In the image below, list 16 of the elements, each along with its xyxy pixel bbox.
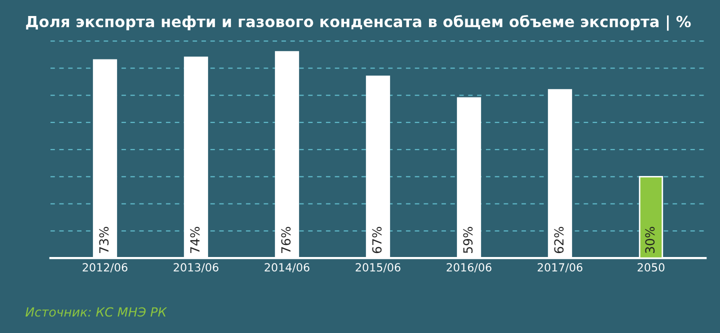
data-label: 76%: [281, 226, 291, 253]
x-tick-label: 2013/06: [174, 263, 218, 272]
x-tick-label: 2014/06: [264, 263, 310, 272]
x-tick-label: 2012/06: [82, 263, 128, 272]
x-tick-label: 2017/06: [538, 263, 582, 272]
data-label: 74%: [190, 226, 200, 253]
data-label: 62%: [554, 226, 564, 254]
data-label: 30%: [645, 226, 655, 254]
chart-title: Доля экспорта нефти и газового конденсата в общем объеме экспорта | %: [26, 14, 691, 31]
data-label: 67%: [372, 226, 382, 254]
x-tick-label: 2015/06: [356, 263, 400, 272]
data-label: 59%: [463, 226, 473, 254]
data-label: 73%: [99, 226, 109, 253]
x-tick-label: 2050: [638, 263, 664, 272]
x-tick-label: 2016/06: [446, 263, 492, 272]
text: Источник: КС МНЭ РК: [26, 307, 168, 317]
